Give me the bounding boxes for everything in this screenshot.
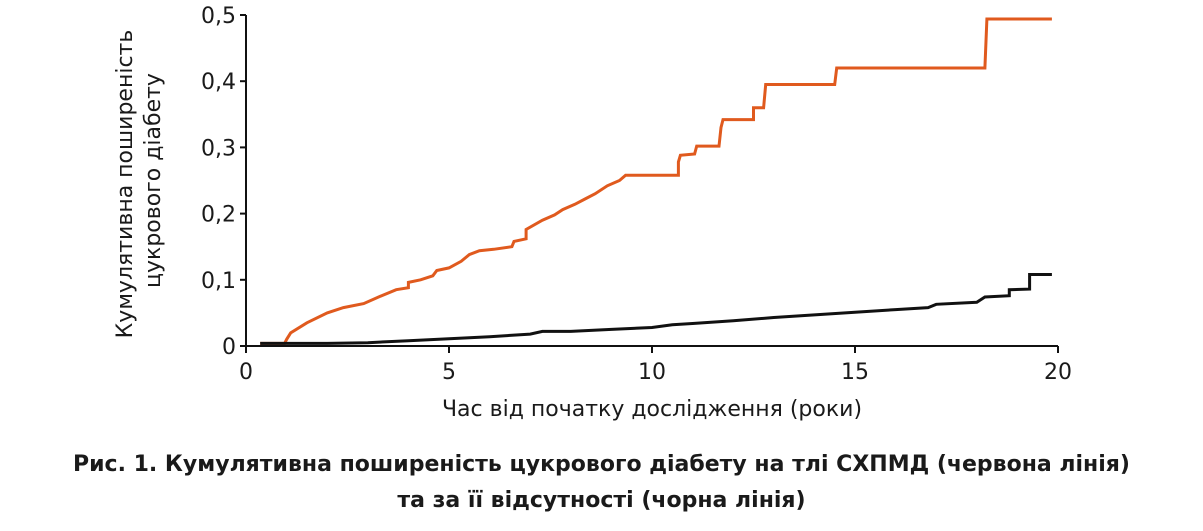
- y-tick-label: 0,2: [201, 203, 236, 228]
- y-axis-title: Кумулятивна поширеність цукрового діабет…: [113, 23, 166, 339]
- series-line-black: [260, 273, 1052, 345]
- y-axis-title-line-2: цукрового діабету: [141, 73, 166, 288]
- cumulative-incidence-chart: 0 5 10 15 20 0 0,1 0,2 0,3 0,4 0,5 Час від початку…: [113, 4, 1072, 422]
- x-axis-title: Час від початку дослідження (роки): [442, 397, 862, 422]
- x-tick-label: 5: [442, 360, 456, 385]
- y-tick-label: 0: [222, 335, 236, 360]
- x-tick-label: 10: [638, 360, 666, 385]
- series-lines: [260, 17, 1052, 345]
- axes: [245, 15, 1058, 347]
- y-axis-title-line-1: Кумулятивна поширеність: [113, 30, 138, 339]
- figure-caption-line-2: та за її відсутності (чорна лінія): [397, 488, 806, 513]
- x-tick-label: 15: [841, 360, 869, 385]
- series-line-red: [260, 17, 1052, 345]
- x-tick-label: 20: [1044, 360, 1072, 385]
- y-tick-label: 0,1: [201, 269, 236, 294]
- y-tick-label: 0,5: [201, 4, 236, 29]
- x-tick-label: 0: [239, 360, 253, 385]
- y-tick-label: 0,3: [201, 136, 236, 161]
- ticks: 0 5 10 15 20 0 0,1 0,2 0,3 0,4 0,5: [201, 4, 1072, 385]
- y-tick-label: 0,4: [201, 70, 236, 95]
- figure-caption-line-1: Рис. 1. Кумулятивна поширеність цукровог…: [73, 452, 1130, 477]
